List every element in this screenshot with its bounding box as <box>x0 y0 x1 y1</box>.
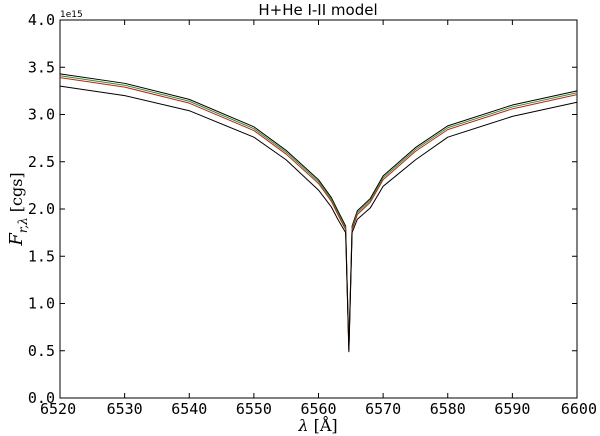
x-tick-label-6550: 6550 <box>236 400 272 418</box>
y-tick-label-4.0: 4.0 <box>28 11 55 29</box>
x-tick-label-6580: 6580 <box>430 400 466 418</box>
y-tick-label-0.5: 0.5 <box>28 342 55 360</box>
series-line-1 <box>59 73 578 349</box>
x-tick-label-6560: 6560 <box>300 400 336 418</box>
x-axis-ticks: 6520 6530 6540 6550 6560 6570 6580 6590 6600 <box>40 20 597 418</box>
chart-title: H+He I-II model <box>258 1 377 19</box>
x-tick-label-6590: 6590 <box>494 400 530 418</box>
x-axis-title: λ [Å] <box>297 415 337 435</box>
y-axis-ticks: 0.0 0.5 1.0 1.5 2.0 2.5 3.0 3.5 4.0 <box>28 11 577 407</box>
y-tick-label-3.0: 3.0 <box>28 106 55 124</box>
x-tick-label-6540: 6540 <box>171 400 207 418</box>
x-tick-label-6600: 6600 <box>561 400 597 418</box>
y-tick-label-2.5: 2.5 <box>28 153 55 171</box>
y-tick-label-3.5: 3.5 <box>28 58 55 76</box>
x-tick-label-6520: 6520 <box>40 400 76 418</box>
y-tick-label-1.5: 1.5 <box>28 247 55 265</box>
plot-frame <box>59 19 578 399</box>
y-axis-title: Fr,λ [cgs] <box>6 172 30 246</box>
y-tick-label-0.0: 0.0 <box>28 389 55 407</box>
y-tick-label-1.0: 1.0 <box>28 295 55 313</box>
series-layer <box>59 73 578 353</box>
series-line-2 <box>59 75 578 350</box>
series-line-3 <box>59 77 578 352</box>
y-tick-label-2.0: 2.0 <box>28 200 55 218</box>
x-tick-label-6570: 6570 <box>365 400 401 418</box>
series-line-4 <box>59 85 578 353</box>
y-axis-offset-label: 1e15 <box>60 10 83 20</box>
x-tick-label-6530: 6530 <box>107 400 143 418</box>
